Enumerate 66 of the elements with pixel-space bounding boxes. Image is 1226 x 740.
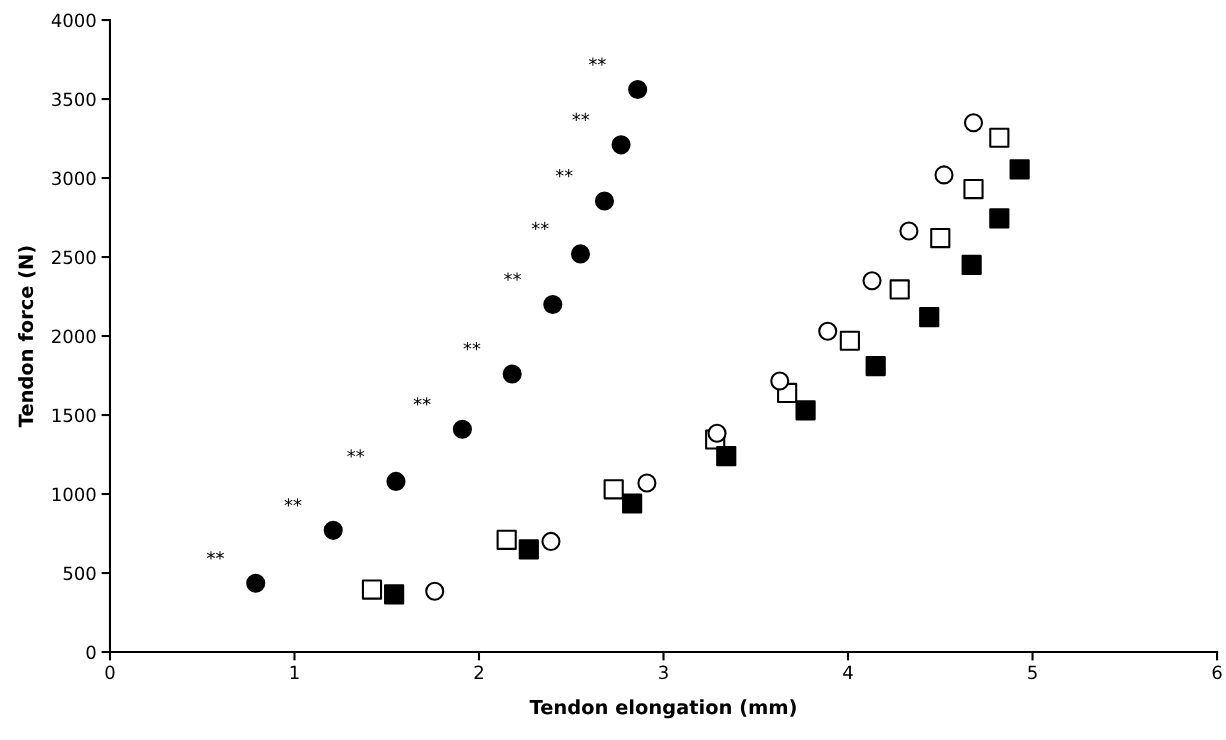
y-tick-label: 0	[86, 645, 96, 660]
point	[961, 254, 982, 276]
point	[603, 479, 624, 500]
x-tick-label: 5	[1028, 665, 1037, 680]
point	[496, 529, 517, 550]
annotation: **	[284, 498, 302, 507]
point	[543, 294, 563, 314]
point	[818, 321, 838, 341]
annotation: **	[588, 57, 606, 66]
point	[716, 446, 737, 467]
point	[541, 531, 561, 551]
point	[934, 165, 954, 185]
x-axis-title: Tendon elongation (mm)	[529, 699, 796, 719]
x-tick-label: 2	[474, 665, 483, 679]
annotation: **	[347, 449, 365, 458]
point	[930, 227, 951, 249]
y-tick-label: 2000	[52, 329, 96, 344]
point	[770, 371, 790, 391]
point	[707, 423, 727, 443]
y-tick-label: 2500	[52, 250, 96, 265]
point	[889, 279, 910, 300]
point	[622, 493, 643, 514]
point	[795, 400, 816, 421]
point	[919, 306, 940, 328]
point	[502, 364, 522, 384]
point	[963, 113, 984, 133]
y-tick-label: 4000	[51, 13, 96, 28]
point	[452, 419, 472, 439]
annotation: **	[413, 397, 431, 406]
point	[839, 330, 860, 351]
annotation: **	[555, 168, 573, 178]
point	[518, 539, 539, 560]
point	[865, 355, 886, 377]
annotation: **	[206, 551, 224, 560]
point	[862, 271, 882, 291]
point	[246, 573, 266, 593]
y-tick-label: 3500	[52, 92, 96, 107]
point	[963, 179, 984, 200]
point	[570, 244, 591, 264]
point	[323, 520, 343, 540]
y-tick-label: 500	[63, 566, 96, 581]
point	[611, 135, 631, 155]
point	[425, 581, 445, 601]
annotation: **	[572, 112, 590, 122]
x-tick-label: 6	[1212, 665, 1222, 680]
point	[594, 191, 615, 211]
annotation: **	[531, 221, 549, 231]
point	[989, 208, 1010, 229]
point	[384, 584, 405, 605]
x-tick-label: 4	[843, 665, 853, 679]
point	[1009, 159, 1030, 180]
x-tick-label: 3	[659, 665, 668, 680]
y-tick-label: 3000	[52, 171, 96, 186]
point	[637, 473, 657, 493]
annotation: **	[463, 341, 481, 351]
y-axis-title: Tendon force (N)	[18, 246, 36, 428]
x-tick-label: 0	[105, 665, 115, 680]
point	[361, 579, 383, 600]
point	[628, 80, 648, 100]
point	[899, 221, 919, 241]
point	[989, 127, 1010, 148]
x-tick-label: 1	[290, 665, 299, 679]
annotation: **	[504, 272, 522, 281]
y-tick-label: 1000	[52, 487, 96, 502]
point	[386, 471, 406, 491]
y-tick-label: 1500	[52, 408, 96, 423]
